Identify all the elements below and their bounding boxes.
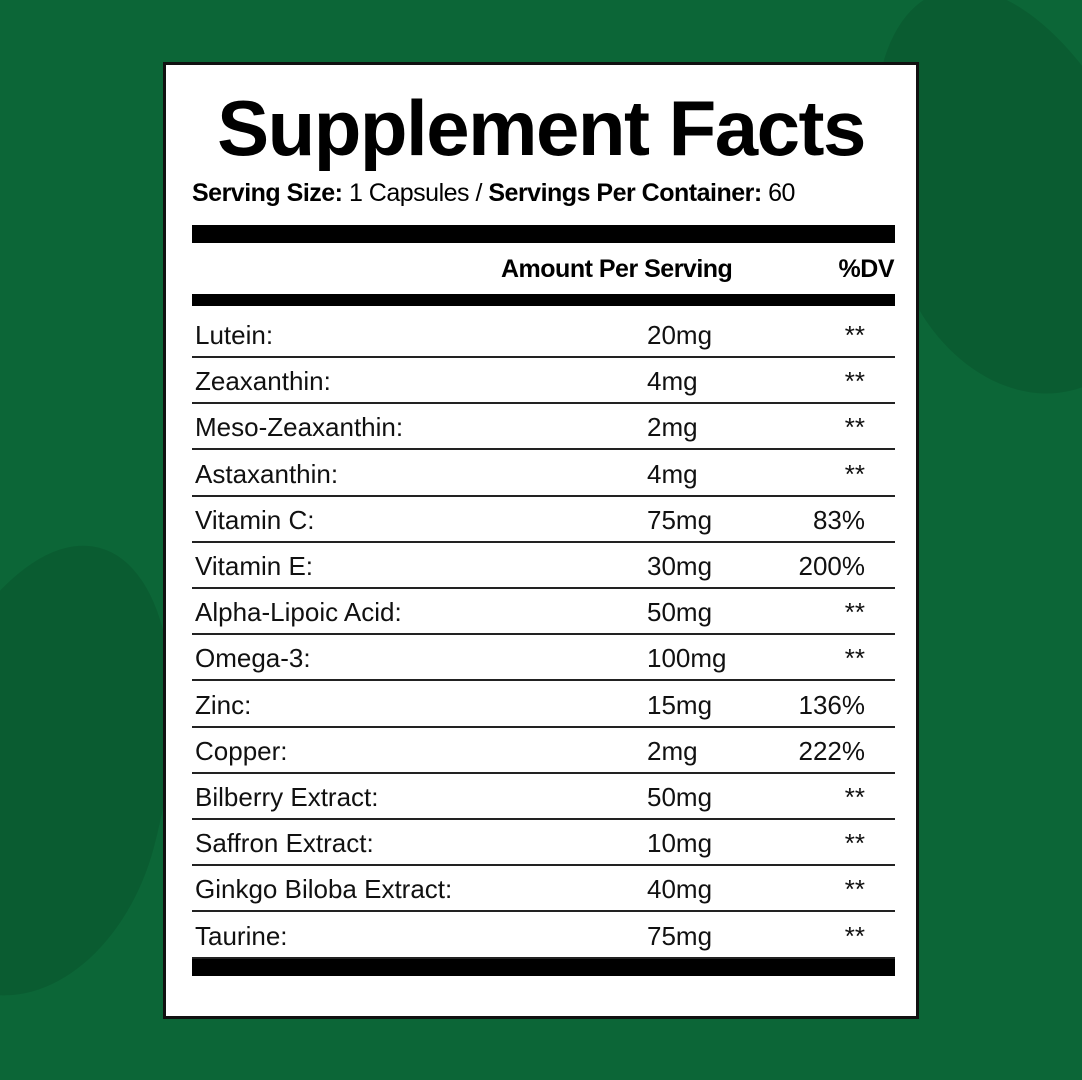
servings-per-container-label: Servings Per Container:: [488, 179, 762, 207]
nutrient-row: Taurine: 75mg **: [192, 913, 895, 959]
nutrient-row: Lutein: 20mg **: [192, 312, 895, 358]
nutrient-name: Zeaxanthin:: [195, 366, 331, 397]
nutrient-name: Omega-3:: [195, 643, 311, 674]
nutrient-dv: **: [844, 412, 865, 443]
nutrient-amount: 50mg: [647, 782, 713, 812]
nutrient-name: Ginkgo Biloba Extract:: [195, 874, 453, 905]
nutrient-dv: **: [844, 366, 865, 397]
nutrient-row: Zeaxanthin: 4mg **: [192, 358, 895, 405]
nutrient-name: Saffron Extract:: [195, 828, 374, 859]
nutrient-row: Omega-3: 100mg **: [192, 635, 895, 682]
divider-thick: [192, 225, 895, 243]
serving-size-label: Serving Size:: [192, 179, 343, 207]
serving-info: Serving Size: 1 Capsules / Servings Per …: [192, 179, 795, 208]
label-title: Supplement Facts: [217, 84, 866, 172]
nutrient-amount: 10mg: [647, 828, 713, 859]
nutrient-name: Copper:: [195, 735, 288, 766]
supplement-facts-panel: Supplement Facts Serving Size: 1 Capsule…: [163, 62, 919, 1019]
nutrient-dv: **: [844, 643, 865, 674]
servings-per-container-value: 60: [768, 179, 795, 207]
nutrient-dv: **: [844, 920, 865, 951]
nutrient-dv: **: [844, 597, 865, 628]
nutrient-amount: 2mg: [647, 735, 698, 766]
nutrient-row: Ginkgo Biloba Extract: 40mg **: [192, 866, 895, 913]
nutrient-dv: 200%: [798, 551, 866, 581]
header-amount: Amount Per Serving: [501, 255, 733, 283]
nutrient-name: Vitamin C:: [195, 504, 315, 535]
nutrient-dv: 83%: [812, 504, 865, 535]
header-dv: %DV: [838, 255, 895, 283]
nutrient-row: Meso-Zeaxanthin: 2mg **: [192, 404, 895, 451]
nutrient-dv: **: [844, 874, 865, 905]
nutrient-name: Bilberry Extract:: [195, 782, 379, 812]
nutrient-dv: **: [844, 458, 865, 489]
nutrient-amount: 75mg: [647, 920, 713, 951]
nutrient-amount: 40mg: [647, 874, 713, 905]
nutrient-row: Copper: 2mg 222%: [192, 728, 895, 774]
nutrient-amount: 15mg: [647, 689, 713, 720]
divider-medium: [192, 294, 895, 306]
nutrient-row: Astaxanthin: 4mg **: [192, 451, 895, 497]
nutrient-amount: 4mg: [647, 458, 698, 489]
nutrient-amount: 75mg: [647, 504, 713, 535]
nutrient-name: Zinc:: [195, 689, 252, 720]
nutrient-row: Saffron Extract: 10mg **: [192, 820, 895, 867]
nutrient-amount: 30mg: [647, 551, 713, 581]
nutrient-dv: **: [844, 320, 865, 350]
nutrient-name: Astaxanthin:: [195, 458, 339, 489]
divider-bottom: [192, 959, 895, 976]
nutrient-dv: **: [844, 782, 865, 812]
nutrient-dv: 136%: [798, 689, 866, 720]
nutrient-name: Alpha-Lipoic Acid:: [195, 597, 402, 628]
nutrient-dv: **: [844, 828, 865, 859]
nutrient-amount: 50mg: [647, 597, 713, 628]
nutrient-name: Meso-Zeaxanthin:: [195, 412, 404, 443]
nutrient-row: Bilberry Extract: 50mg **: [192, 774, 895, 820]
nutrient-row: Alpha-Lipoic Acid: 50mg **: [192, 589, 895, 636]
nutrient-row: Vitamin C: 75mg 83%: [192, 497, 895, 543]
nutrient-amount: 100mg: [647, 643, 727, 674]
nutrient-dv: 222%: [798, 735, 866, 766]
nutrient-amount: 4mg: [647, 366, 698, 397]
nutrient-amount: 20mg: [647, 320, 713, 350]
nutrient-row: Zinc: 15mg 136%: [192, 682, 895, 728]
nutrient-name: Taurine:: [195, 920, 288, 951]
nutrient-name: Lutein:: [195, 320, 274, 350]
nutrient-row: Vitamin E: 30mg 200%: [192, 543, 895, 589]
serving-size-value: 1 Capsules /: [348, 179, 482, 207]
nutrient-amount: 2mg: [647, 412, 698, 443]
nutrient-name: Vitamin E:: [195, 551, 314, 581]
